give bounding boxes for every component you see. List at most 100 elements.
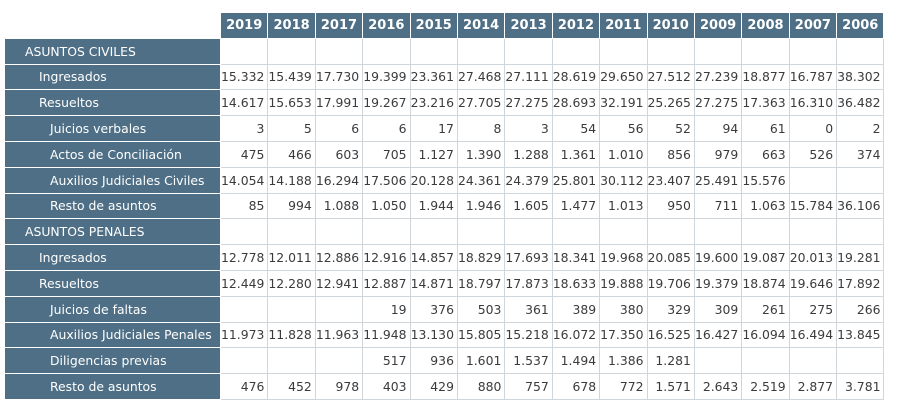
table-cell: 309 [693, 295, 743, 323]
table-cell: 36.482 [836, 89, 885, 117]
table-cell: 25.265 [646, 89, 695, 117]
section-row: ASUNTOS CIVILES [4, 37, 885, 65]
table-cell: 429 [409, 373, 458, 400]
table-cell: 16.525 [646, 321, 695, 349]
table-cell [504, 37, 553, 65]
table-cell: 361 [504, 295, 553, 323]
row-label: Diligencias previas [4, 347, 221, 375]
table-cell [646, 37, 695, 65]
year-header: 2007 [788, 12, 838, 39]
year-header: 2013 [504, 12, 553, 39]
table-cell: 18.874 [741, 269, 790, 297]
table-cell: 15.218 [504, 321, 553, 349]
table-cell: 1.386 [599, 347, 648, 375]
table-cell: 15.332 [219, 63, 269, 91]
row-label: Juicios verbales [4, 115, 221, 142]
table-row: Juicios verbales 3 5 6 6 17 8 3 54 56 52 94 61 0 2 [4, 115, 885, 142]
table-cell: 19.646 [788, 269, 838, 297]
table-cell: 5 [267, 115, 316, 142]
row-label: Auxilios Judiciales Civiles [4, 166, 221, 194]
table-cell: 978 [314, 373, 364, 400]
table-row: Resueltos 14.617 15.653 17.991 19.267 23.216 2… [4, 89, 885, 117]
table-cell: 16.427 [693, 321, 743, 349]
table-cell: 12.449 [219, 269, 269, 297]
table-cell: 389 [551, 295, 601, 323]
table-cell: 3 [504, 115, 553, 142]
table-cell: 1.944 [409, 192, 458, 220]
table-cell: 380 [599, 295, 648, 323]
table-cell: 17.506 [362, 166, 411, 194]
table-cell: 20.013 [788, 244, 838, 271]
table-cell: 17.363 [741, 89, 790, 117]
table-cell: 1.494 [551, 347, 601, 375]
table-cell: 475 [219, 140, 269, 168]
table-cell: 23.407 [646, 166, 695, 194]
table-cell: 38.302 [836, 63, 885, 91]
table-cell: 36.106 [836, 192, 885, 220]
table-cell: 12.941 [314, 269, 364, 297]
year-header: 2008 [741, 12, 790, 39]
table-cell: 16.094 [741, 321, 790, 349]
table-cell: 18.877 [741, 63, 790, 91]
table-cell [741, 218, 790, 246]
year-header: 2006 [836, 12, 885, 39]
table-cell [599, 37, 648, 65]
year-header: 2009 [693, 12, 743, 39]
table-cell: 1.127 [409, 140, 458, 168]
table-row: Ingresados 15.332 15.439 17.730 19.399 23.361… [4, 63, 885, 91]
table-cell: 19.087 [741, 244, 790, 271]
table-cell: 16.310 [788, 89, 838, 117]
table-cell: 15.653 [267, 89, 316, 117]
table-cell: 1.946 [456, 192, 506, 220]
table-cell: 503 [456, 295, 506, 323]
table-cell [693, 218, 743, 246]
table-cell: 14.617 [219, 89, 269, 117]
table-cell [788, 166, 838, 194]
table-cell: 1.013 [599, 192, 648, 220]
table-cell: 12.280 [267, 269, 316, 297]
table-cell: 94 [693, 115, 743, 142]
table-cell: 20.085 [646, 244, 695, 271]
table-cell: 950 [646, 192, 695, 220]
table-cell: 24.379 [504, 166, 553, 194]
row-label: Resueltos [4, 89, 221, 117]
table-cell [314, 347, 364, 375]
table-cell [836, 347, 885, 375]
table-cell: 27.275 [504, 89, 553, 117]
table-cell [741, 347, 790, 375]
table-cell: 28.619 [551, 63, 601, 91]
table-cell: 678 [551, 373, 601, 400]
table-row: Diligencias previas 517 936 1.601 1.537 1.494… [4, 347, 885, 375]
table-cell: 16.072 [551, 321, 601, 349]
year-header: 2019 [219, 12, 269, 39]
table-cell [836, 37, 885, 65]
table-cell: 32.191 [599, 89, 648, 117]
table-cell [409, 218, 458, 246]
table-cell: 27.705 [456, 89, 506, 117]
table-cell: 14.054 [219, 166, 269, 194]
table-cell: 526 [788, 140, 838, 168]
table-cell: 1.571 [646, 373, 695, 400]
table-cell [836, 166, 885, 194]
row-label: Resueltos [4, 269, 221, 297]
table-cell: 27.111 [504, 63, 553, 91]
year-header: 2016 [362, 12, 411, 39]
table-cell: 1.063 [741, 192, 790, 220]
table-cell [362, 37, 411, 65]
table-cell: 17.991 [314, 89, 364, 117]
table-cell: 17.350 [599, 321, 648, 349]
table-cell: 6 [362, 115, 411, 142]
table-cell [788, 347, 838, 375]
table-cell: 0 [788, 115, 838, 142]
table-cell [362, 218, 411, 246]
year-header: 2011 [599, 12, 648, 39]
table-cell: 757 [504, 373, 553, 400]
table-cell: 19.706 [646, 269, 695, 297]
table-cell: 17.693 [504, 244, 553, 271]
table-cell [314, 37, 364, 65]
table-cell [788, 37, 838, 65]
table-cell: 466 [267, 140, 316, 168]
table-cell: 11.948 [362, 321, 411, 349]
table-row: Actos de Conciliación 475 466 603 705 1.127 1.… [4, 140, 885, 168]
table-cell: 27.468 [456, 63, 506, 91]
